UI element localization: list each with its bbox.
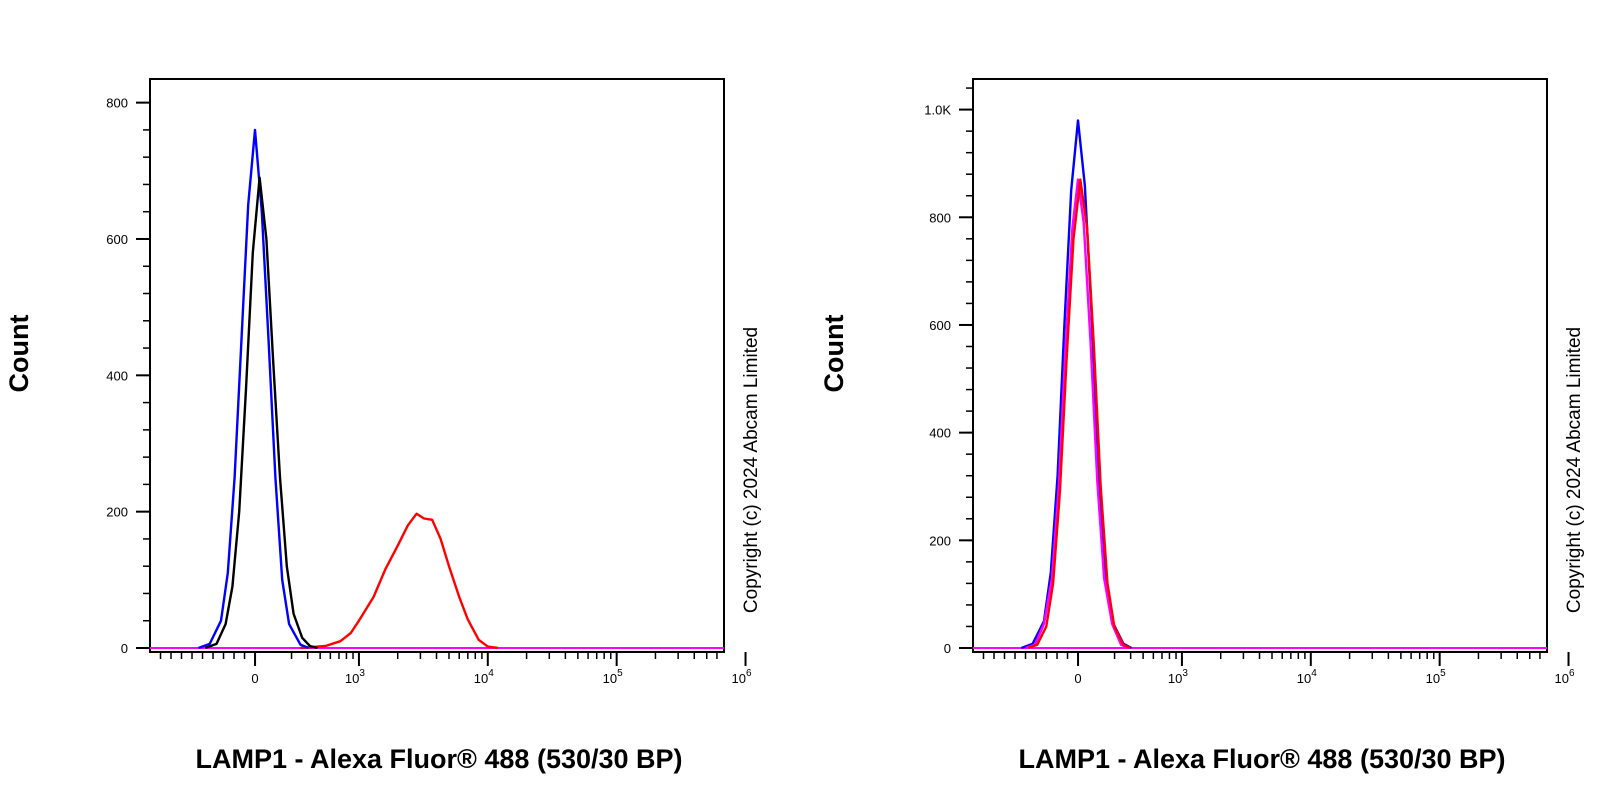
histogram-series-line [300, 512, 499, 650]
x-tick-label: 103 [345, 668, 365, 686]
histogram-series-line [1027, 178, 1131, 650]
y-axis-title: Count [4, 315, 34, 393]
x-tick-label: 0 [251, 671, 258, 686]
plot-frame [972, 78, 1548, 653]
y-axis-title: Count [819, 315, 849, 393]
chart-panel-2: 0 200 400 600 800 1.0K 0 103 104 105 106 LAMP1 - Al… [819, 78, 1585, 774]
x-tick-label: 104 [474, 668, 494, 686]
y-tick-label: 600 [106, 232, 128, 247]
y-tick-label: 800 [929, 210, 951, 225]
x-tick-label: 104 [1297, 668, 1317, 686]
chart-panel-1: 0 200 400 600 800 0 103 104 105 106 LAMP1 - Alexa … [4, 78, 762, 774]
y-tick-label: 400 [106, 368, 128, 383]
x-tick-label: 105 [603, 668, 623, 686]
y-tick-label: 800 [106, 96, 128, 111]
y-tick-label: 600 [929, 318, 951, 333]
copyright-text: Copyright (c) 2024 Abcam Limited [1564, 327, 1585, 613]
y-tick-label: 200 [929, 533, 951, 548]
copyright-text: Copyright (c) 2024 Abcam Limited [741, 327, 762, 613]
histogram-series-line [204, 176, 318, 650]
y-tick-label: 1.0K [924, 103, 951, 118]
x-tick-label: 106 [1555, 668, 1575, 686]
plot-frame [149, 78, 725, 653]
x-tick-label: 0 [1074, 671, 1081, 686]
y-tick-label: 400 [929, 426, 951, 441]
x-axis-title: LAMP1 - Alexa Fluor® 488 (530/30 BP) [195, 744, 682, 774]
x-axis-title: LAMP1 - Alexa Fluor® 488 (530/30 BP) [1018, 744, 1505, 774]
x-tick-label: 105 [1426, 668, 1446, 686]
y-tick-label: 0 [121, 641, 128, 656]
histogram-series-line [1025, 178, 1129, 650]
x-tick-label: 106 [732, 668, 752, 686]
y-tick-label: 0 [944, 641, 951, 656]
y-tick-label: 200 [106, 505, 128, 520]
histogram-series-line [197, 128, 309, 650]
x-tick-label: 103 [1168, 668, 1188, 686]
